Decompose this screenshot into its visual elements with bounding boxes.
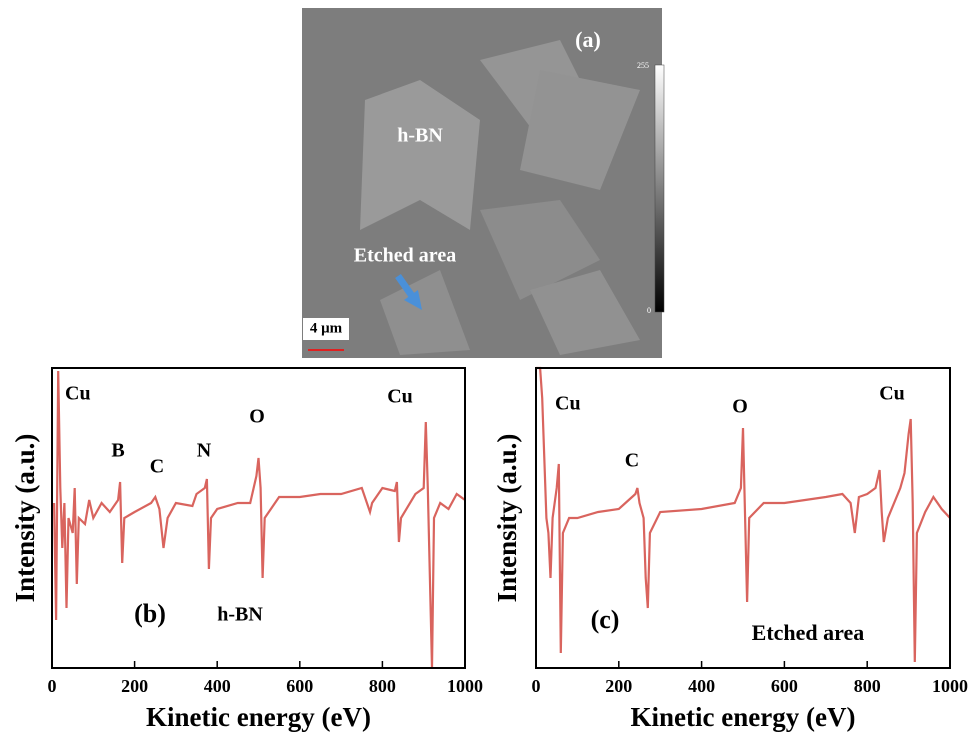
sem-image: (a) h-BN Etched area 4 μm 255 0	[302, 8, 665, 358]
x-tick-label: 1000	[932, 676, 968, 696]
x-tick-label: 800	[369, 676, 396, 696]
peak-annotation: Cu	[555, 393, 581, 415]
x-tick-label: 400	[204, 676, 231, 696]
x-tick-label: 1000	[447, 676, 483, 696]
x-tick-label: 600	[771, 676, 798, 696]
peak-annotation: (c)	[591, 605, 620, 634]
x-tick-label: 400	[688, 676, 715, 696]
colorbar-max: 255	[637, 61, 649, 70]
peak-annotation: C	[150, 456, 164, 478]
peak-annotation: Etched area	[752, 620, 865, 645]
spectrum-line	[536, 366, 950, 663]
spectrum-line	[53, 370, 465, 669]
x-tick-label: 0	[48, 676, 57, 696]
scale-bar-label: 4 μm	[310, 320, 343, 336]
peak-annotation: B	[111, 440, 124, 462]
arrow-label: Etched area	[354, 245, 456, 267]
peak-annotation: C	[625, 450, 639, 472]
peak-annotation: O	[249, 406, 265, 428]
y-axis-label: Intensity (a.u.)	[492, 434, 522, 603]
region-label: h-BN	[397, 125, 443, 147]
x-tick-label: 600	[286, 676, 313, 696]
x-axis-label: Kinetic energy (eV)	[146, 702, 371, 732]
plot-frame	[51, 367, 466, 669]
y-axis-label: Intensity (a.u.)	[10, 434, 40, 603]
colorbar-min: 0	[647, 306, 651, 315]
peak-annotation: (b)	[134, 599, 166, 628]
peak-annotation: h-BN	[217, 604, 263, 626]
panel-label: (a)	[575, 27, 601, 52]
peak-annotation: Cu	[387, 386, 413, 408]
x-axis-label: Kinetic energy (eV)	[631, 702, 856, 732]
peak-annotation: Cu	[65, 383, 91, 405]
peak-annotation: O	[732, 396, 748, 418]
peak-annotation: Cu	[879, 383, 905, 405]
x-tick-label: 200	[605, 676, 632, 696]
peak-annotation: N	[197, 440, 212, 462]
x-tick-label: 800	[854, 676, 881, 696]
plot-frame	[535, 367, 951, 669]
x-tick-label: 0	[532, 676, 541, 696]
x-tick-label: 200	[121, 676, 148, 696]
